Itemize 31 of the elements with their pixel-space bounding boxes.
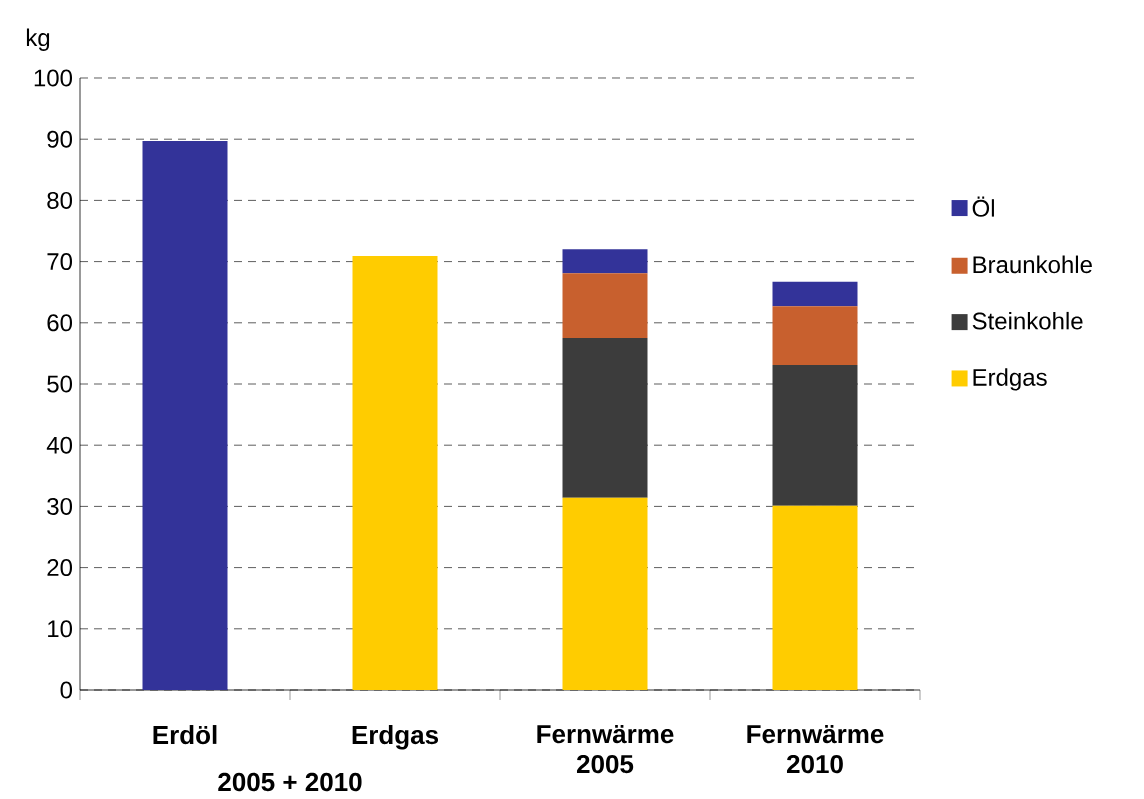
x-tick-label: Fernwärme 2005 — [537, 725, 674, 774]
x-tick-label: Erdgas — [352, 725, 439, 750]
legend-label: Öl — [972, 196, 994, 217]
text: 2005 + 2010 — [218, 772, 362, 792]
y-tick-label: 90 — [47, 130, 73, 148]
y-axis-title: kg — [26, 28, 50, 51]
y-tick-label: 30 — [47, 497, 73, 515]
bar — [142, 141, 228, 690]
y-tick-label: 70 — [47, 253, 73, 271]
bar — [772, 365, 858, 506]
legend-label: Erdgas — [973, 368, 1047, 391]
legend-label: Braunkohle — [973, 255, 1092, 274]
bar — [562, 338, 648, 498]
y-tick-label: 20 — [47, 559, 73, 577]
x-tick-label: Erdöl — [153, 725, 217, 745]
bar — [562, 249, 648, 274]
bar — [352, 256, 438, 690]
bar — [562, 273, 648, 339]
bar — [772, 505, 858, 690]
y-tick-label: 100 — [34, 69, 73, 87]
y-tick-label: 60 — [47, 314, 73, 332]
y-tick-label: 50 — [47, 375, 73, 393]
bar — [562, 497, 648, 690]
bar — [772, 281, 858, 307]
y-tick-label: 10 — [48, 620, 73, 638]
legend-label: Steinkohle — [972, 311, 1083, 330]
y-tick-label: 80 — [47, 191, 73, 209]
y-tick-label: 0 — [60, 681, 73, 699]
y-tick-label: 40 — [46, 436, 73, 454]
bar — [772, 306, 858, 366]
x-tick-label: Fernwärme 2010 — [747, 725, 884, 774]
